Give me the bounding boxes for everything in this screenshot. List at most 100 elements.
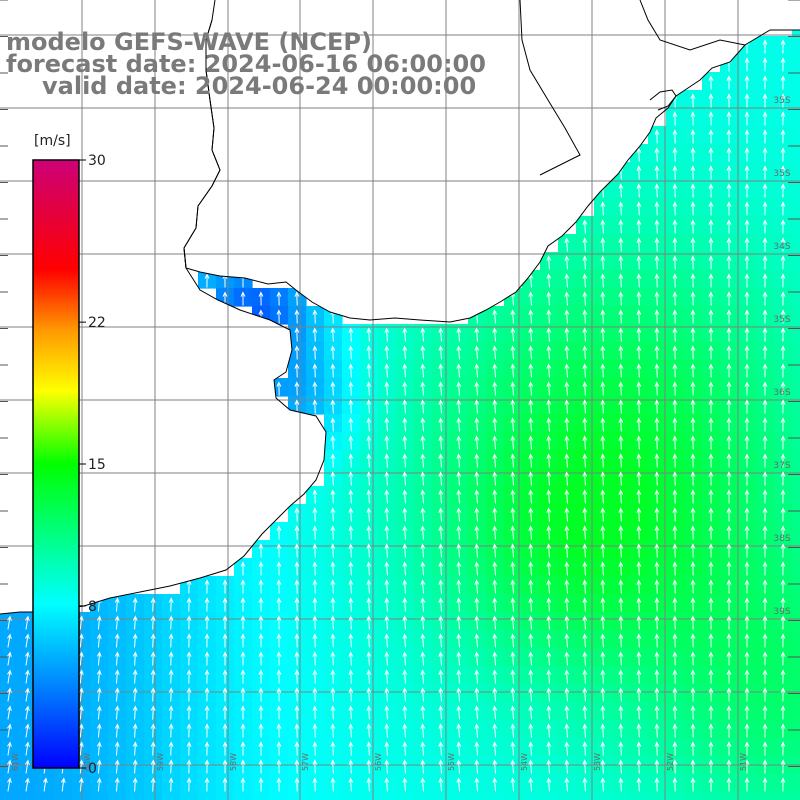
- wind-arrow: [582, 777, 588, 792]
- wind-arrow: [420, 741, 426, 756]
- wind-arrow: [78, 615, 84, 630]
- wind-cell: [378, 792, 397, 800]
- wind-arrow: [582, 543, 588, 558]
- wind-arrow: [744, 489, 750, 504]
- wind-arrow: [726, 165, 732, 180]
- wind-arrow: [600, 597, 606, 612]
- wind-arrow: [330, 489, 336, 504]
- wind-arrow: [132, 741, 138, 756]
- wind-arrow: [456, 615, 462, 630]
- wind-arrow: [258, 543, 264, 558]
- wind-arrow: [528, 723, 534, 738]
- lat-label: 34S: [773, 242, 790, 252]
- wind-arrow: [636, 309, 642, 324]
- wind-arrow: [528, 399, 534, 414]
- wind-arrow: [636, 579, 642, 594]
- wind-arrow: [726, 633, 732, 648]
- wind-arrow: [636, 165, 642, 180]
- wind-arrow: [600, 219, 606, 234]
- wind-arrow: [510, 633, 516, 648]
- wind-arrow: [96, 615, 102, 630]
- wind-arrow: [672, 129, 678, 144]
- wind-arrow: [654, 777, 660, 792]
- wind-arrow: [402, 525, 408, 540]
- wind-arrow: [600, 345, 606, 360]
- wind-arrow: [186, 633, 192, 648]
- wind-arrow: [456, 417, 462, 432]
- wind-arrow: [744, 165, 750, 180]
- wind-arrow: [348, 741, 354, 756]
- wind-arrow: [240, 669, 246, 684]
- wind-arrow: [330, 669, 336, 684]
- wind-arrow: [744, 309, 750, 324]
- wind-arrow: [348, 543, 354, 558]
- wind-arrow: [618, 669, 624, 684]
- wind-cell: [288, 792, 307, 800]
- wind-arrow: [366, 435, 372, 450]
- wind-arrow: [780, 777, 786, 792]
- wind-arrow: [456, 579, 462, 594]
- wind-arrow: [636, 219, 642, 234]
- wind-arrow: [348, 759, 354, 774]
- wind-arrow: [402, 597, 408, 612]
- wind-arrow: [528, 651, 534, 666]
- wind-arrow: [780, 201, 786, 216]
- wind-cell: [792, 486, 800, 505]
- wind-arrow: [456, 777, 462, 792]
- wind-arrow: [25, 777, 30, 792]
- wind-arrow: [438, 435, 444, 450]
- wind-arrow: [420, 579, 426, 594]
- colorbar: 30 22 15 8 0: [32, 153, 106, 777]
- wind-arrow: [672, 561, 678, 576]
- wind-arrow: [708, 651, 714, 666]
- wind-arrow: [240, 597, 246, 612]
- wind-arrow: [744, 291, 750, 306]
- wind-arrow: [330, 687, 336, 702]
- wind-arrow: [546, 633, 552, 648]
- wind-arrow: [744, 759, 750, 774]
- wind-arrow: [636, 201, 642, 216]
- lon-label: 61W: [11, 753, 20, 771]
- wind-arrow: [492, 543, 498, 558]
- wind-arrow: [672, 219, 678, 234]
- wind-arrow: [672, 489, 678, 504]
- wind-arrow: [96, 669, 102, 684]
- wind-arrow: [492, 327, 498, 342]
- wind-arrow: [654, 273, 660, 288]
- wind-arrow: [294, 525, 300, 540]
- wind-arrow: [780, 687, 786, 702]
- wind-arrow: [348, 453, 354, 468]
- wind-arrow: [672, 363, 678, 378]
- wind-arrow: [672, 399, 678, 414]
- wind-arrow: [600, 183, 606, 198]
- wind-arrow: [420, 669, 426, 684]
- wind-arrow: [384, 561, 390, 576]
- wind-arrow: [186, 705, 192, 720]
- wind-cell: [792, 144, 800, 163]
- wind-arrow: [564, 237, 570, 252]
- wind-arrow: [366, 579, 372, 594]
- wind-arrow: [636, 453, 642, 468]
- wind-arrow: [474, 615, 480, 630]
- wind-arrow: [582, 525, 588, 540]
- wind-arrow: [114, 777, 120, 792]
- wind-arrow: [780, 363, 786, 378]
- wind-arrow: [672, 111, 678, 126]
- wind-arrow: [474, 597, 480, 612]
- wind-arrow: [744, 543, 750, 558]
- wind-arrow: [222, 669, 228, 684]
- wind-cell: [18, 792, 37, 800]
- wind-arrow: [636, 471, 642, 486]
- wind-cell: [54, 792, 73, 800]
- wind-cell: [792, 54, 800, 73]
- wind-arrow: [510, 777, 516, 792]
- wind-arrow: [474, 417, 480, 432]
- wind-arrow: [204, 723, 210, 738]
- wind-arrow: [708, 633, 714, 648]
- wind-arrow: [330, 597, 336, 612]
- wind-arrow: [240, 651, 246, 666]
- wind-arrow: [366, 327, 372, 342]
- wind-cell: [576, 792, 595, 800]
- wind-arrow: [474, 633, 480, 648]
